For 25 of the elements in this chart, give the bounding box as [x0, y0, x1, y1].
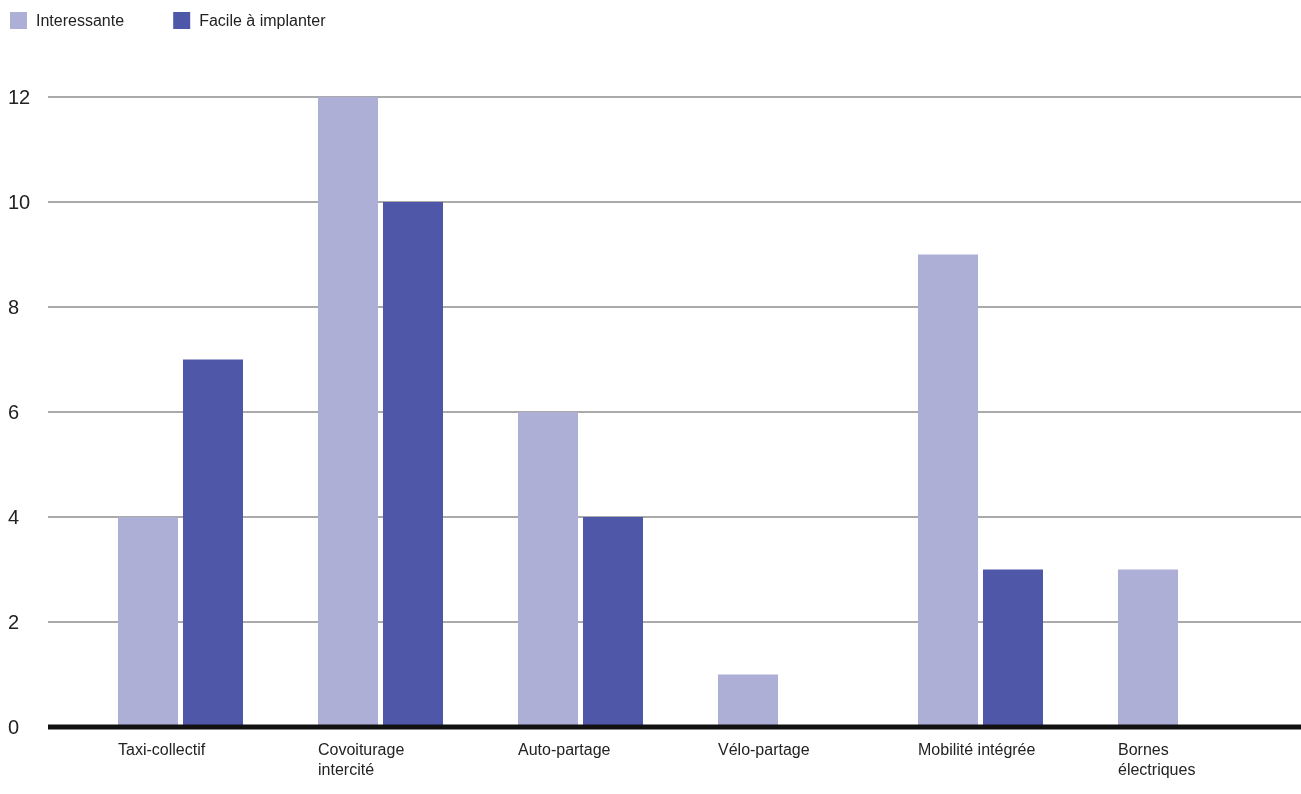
bar	[918, 254, 978, 727]
bar	[118, 517, 178, 727]
y-tick-label: 12	[8, 86, 31, 108]
bar	[518, 412, 578, 727]
y-tick-label: 10	[8, 191, 31, 213]
bar	[1118, 569, 1178, 727]
legend-label: Interessante	[36, 12, 125, 29]
x-tick-label: Bornes électriques	[1118, 741, 1196, 778]
y-tick-label: 0	[8, 716, 20, 738]
bar	[983, 569, 1043, 727]
legend-label: Facile à implanter	[199, 12, 327, 29]
x-tick-label: Covoiturage intercité	[318, 741, 405, 778]
y-tick-label: 2	[8, 611, 20, 633]
y-tick-label: 8	[8, 296, 20, 318]
y-tick-label: 4	[8, 506, 20, 528]
x-tick-label: Taxi-collectif	[118, 741, 206, 758]
bar	[318, 97, 378, 727]
bar	[183, 359, 243, 727]
bar	[583, 517, 643, 727]
y-tick-label: 6	[8, 401, 20, 423]
x-tick-label: Mobilité intégrée	[918, 741, 1036, 758]
bar	[718, 674, 778, 727]
x-tick-label: Auto-partage	[518, 741, 611, 758]
bar	[383, 202, 443, 727]
x-tick-label: Vélo-partage	[718, 741, 810, 758]
